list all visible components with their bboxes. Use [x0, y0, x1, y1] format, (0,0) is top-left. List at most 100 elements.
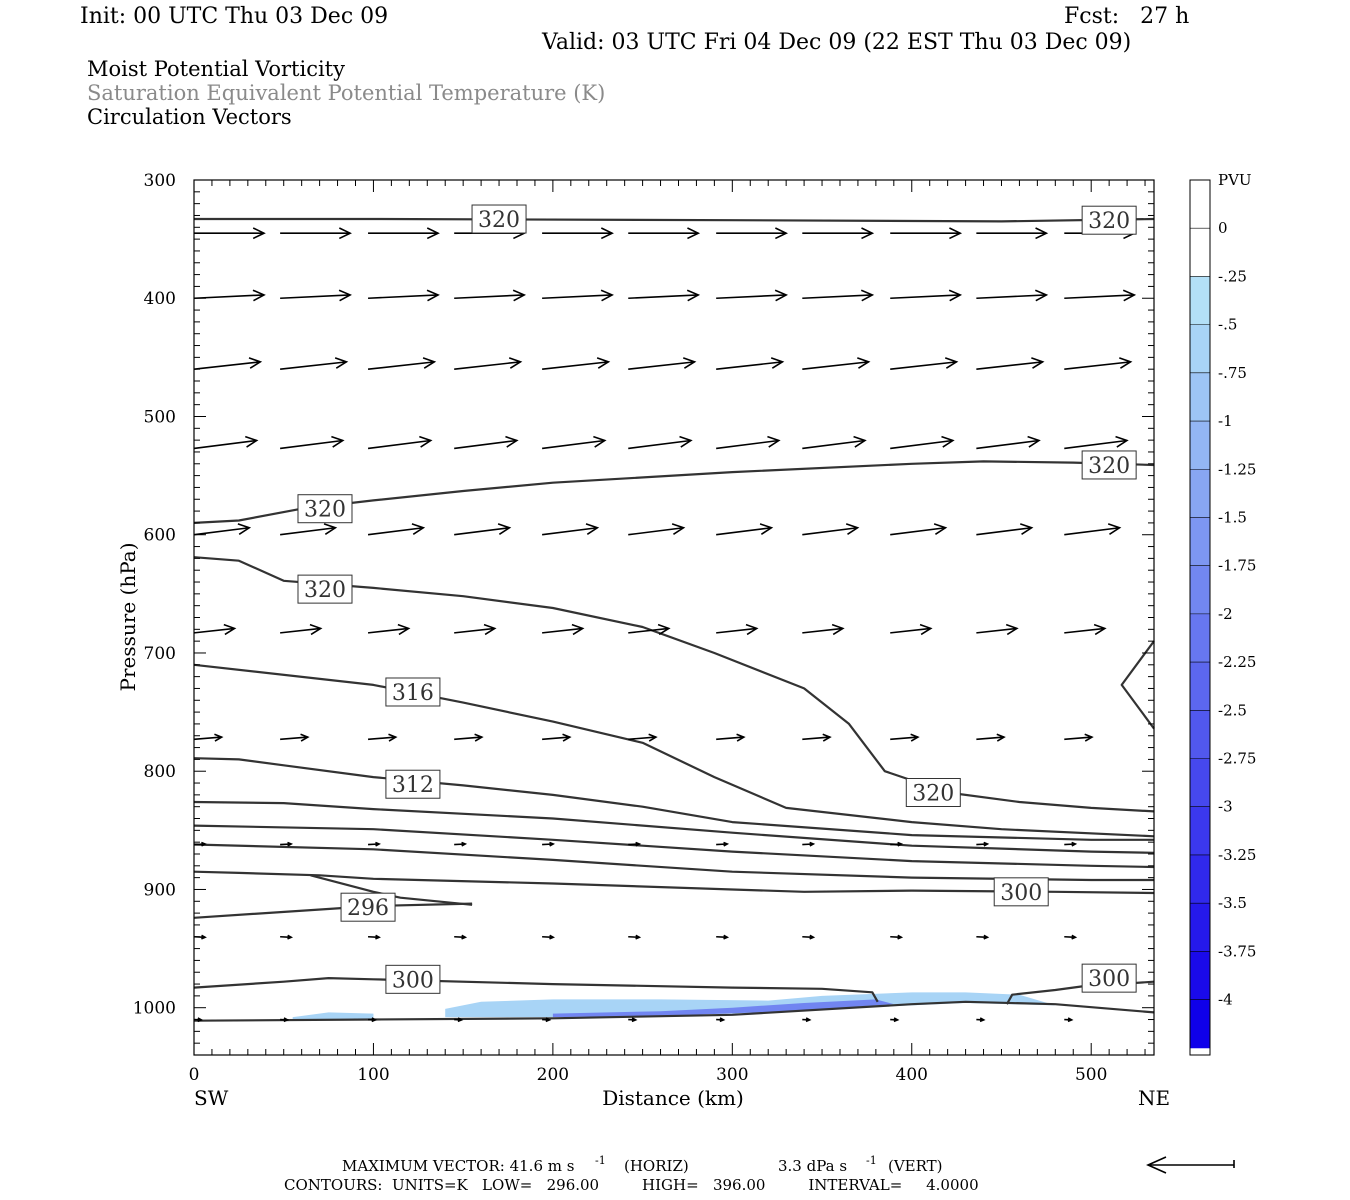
vector-head [1122, 289, 1137, 302]
circulation-vector [1064, 357, 1133, 370]
circulation-vector [280, 289, 352, 302]
circulation-vector [802, 435, 867, 450]
colorbar-swatch [1190, 372, 1210, 422]
contour-label-text: 312 [392, 773, 434, 798]
vector-head [983, 934, 990, 940]
vector-head [1035, 227, 1049, 240]
circulation-vector [890, 357, 959, 370]
vector-head [338, 289, 352, 302]
circulation-vector [367, 623, 411, 636]
contour-label: 316 [385, 677, 441, 707]
vector-shaft [1064, 294, 1135, 300]
vector-head [897, 841, 904, 847]
vector-head [505, 435, 519, 448]
colorbar-label: -3 [1218, 798, 1233, 816]
colorbar-frame [1189, 179, 1211, 1056]
circulation-vector [802, 357, 871, 370]
circulation-vector [368, 227, 440, 240]
vector-shaft [193, 526, 250, 536]
contour-label-box [993, 877, 1049, 907]
reference-vector [1146, 1156, 1235, 1174]
vector-shaft [542, 736, 570, 741]
colorbar-label: -1.5 [1218, 508, 1247, 526]
theta-contour-line [193, 757, 1154, 841]
circulation-vector [976, 357, 1045, 370]
vector-head [331, 435, 345, 448]
vector-head [283, 1017, 290, 1023]
vector-head [809, 841, 816, 847]
colorbar-swatch [1190, 180, 1210, 229]
contour-label: 296 [340, 892, 396, 922]
colorbar-swatch [1190, 517, 1210, 567]
vector-shaft [280, 627, 321, 634]
vector-shaft [454, 439, 517, 450]
contour-label-text: 320 [1088, 454, 1130, 479]
vector-head [941, 435, 955, 448]
vector-shaft [890, 526, 946, 536]
vector-head [949, 227, 963, 240]
valid-time: Valid: 03 UTC Fri 04 Dec 09 (22 EST Thu … [542, 30, 1132, 55]
circulation-vector [890, 435, 955, 450]
vector-shaft [193, 736, 222, 741]
x-axis-title: Distance (km) [602, 1086, 744, 1110]
theta-contour-line [193, 460, 1155, 524]
contours-info: CONTOURS: UNITS=K LOW= 296.00 HIGH= 396.… [284, 1176, 979, 1194]
vector-shaft [193, 439, 257, 450]
vector-shaft [802, 935, 814, 939]
colorbar-swatch [1190, 806, 1210, 856]
contour-label-box [385, 769, 441, 799]
vector-head [309, 623, 323, 636]
circulation-vector [890, 623, 933, 636]
field-label-vectors: Circulation Vectors [87, 105, 292, 129]
contour-label-box [1081, 963, 1137, 993]
circulation-vector [454, 289, 527, 302]
contour-label: 320 [1081, 205, 1137, 235]
colorbar-swatch [1190, 469, 1210, 518]
vector-shaft [802, 294, 873, 300]
contour-label-box [1081, 205, 1137, 235]
y-tick-label: 900 [144, 880, 176, 900]
vector-head [248, 357, 263, 369]
vector-shaft [628, 935, 640, 939]
contour-label-box [297, 574, 353, 604]
theta-contour-line [193, 824, 1155, 869]
vector-head [252, 289, 266, 302]
colorbar-label: 0 [1218, 219, 1228, 237]
vector-head [287, 841, 294, 847]
vector-head [861, 227, 875, 240]
circulation-vector [280, 227, 352, 240]
circulation-vector [542, 841, 556, 847]
contour-label-box [471, 204, 527, 234]
y-tick-label: 300 [144, 171, 176, 191]
theta-contour-line [193, 663, 1155, 838]
vector-head [910, 733, 920, 742]
circulation-vector [802, 1017, 812, 1023]
y-tick-label: 500 [144, 407, 176, 427]
contour-label-layer: 320 320 320 320 320 316 312 320 296 300 300 300 [297, 204, 1137, 994]
theta-contour-line [193, 902, 473, 919]
vector-shaft [454, 627, 495, 634]
circulation-vector [542, 934, 556, 940]
circulation-vector [976, 623, 1019, 636]
vector-shaft [976, 935, 988, 939]
max-vector-vert-exponent: -1 [866, 1154, 877, 1167]
vector-shaft [454, 843, 466, 846]
vector-shaft [542, 935, 554, 939]
vector-head [375, 841, 381, 847]
vector-shaft [716, 627, 757, 634]
vector-head [671, 523, 686, 535]
vector-shaft [542, 526, 598, 536]
pv-shading-band [292, 1012, 374, 1020]
circulation-vector [1064, 435, 1129, 450]
theta-contour-line [193, 800, 1155, 854]
circulation-vector [193, 435, 259, 450]
contour-label: 320 [297, 574, 353, 604]
circulation-vector [802, 934, 816, 940]
vector-head [508, 357, 523, 369]
contour-label-box [385, 677, 441, 707]
vector-head [996, 733, 1006, 742]
vector-shaft [193, 294, 265, 300]
colorbar-label: -.5 [1218, 316, 1237, 334]
circulation-vector [976, 435, 1041, 450]
circulation-vector [454, 934, 468, 940]
